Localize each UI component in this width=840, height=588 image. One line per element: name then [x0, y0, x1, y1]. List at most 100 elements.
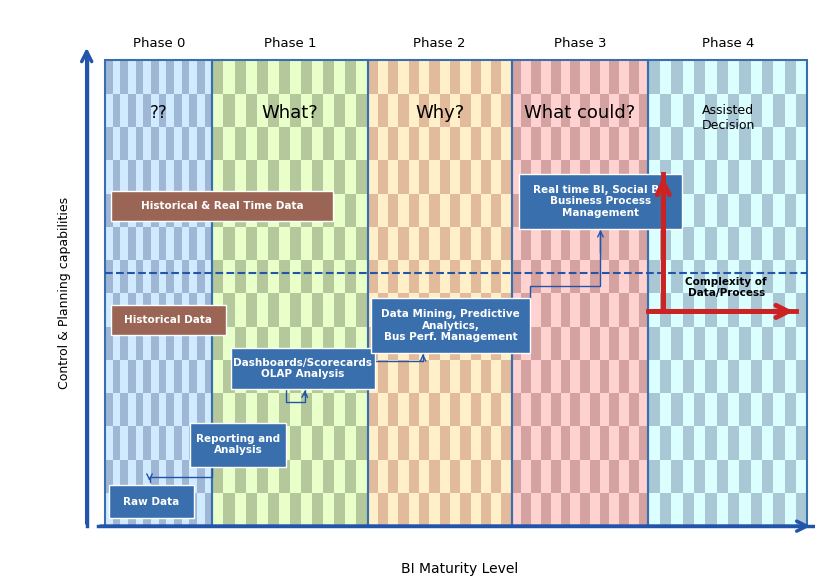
Bar: [671, 127, 683, 161]
Bar: [706, 193, 717, 227]
Bar: [512, 93, 522, 127]
Bar: [706, 61, 717, 93]
Bar: [213, 360, 223, 393]
Bar: [144, 360, 151, 393]
Bar: [181, 127, 189, 161]
Bar: [323, 493, 334, 526]
Bar: [609, 493, 619, 526]
Bar: [551, 227, 560, 260]
Bar: [762, 227, 774, 260]
Bar: [144, 293, 151, 326]
Bar: [345, 393, 356, 426]
Bar: [629, 460, 638, 493]
Bar: [234, 93, 245, 127]
Bar: [174, 61, 181, 93]
Bar: [409, 393, 419, 426]
Bar: [522, 393, 531, 426]
Bar: [531, 293, 541, 326]
Bar: [257, 93, 268, 127]
Bar: [439, 227, 450, 260]
Bar: [356, 360, 368, 393]
Bar: [570, 460, 580, 493]
Bar: [345, 360, 356, 393]
Text: Historical Data: Historical Data: [124, 315, 213, 325]
Bar: [181, 393, 189, 426]
Bar: [590, 161, 600, 193]
Bar: [728, 393, 739, 426]
Bar: [290, 426, 301, 460]
Bar: [796, 326, 807, 360]
Bar: [205, 227, 213, 260]
Bar: [151, 93, 159, 127]
Bar: [105, 61, 213, 526]
Bar: [129, 360, 136, 393]
Bar: [785, 360, 796, 393]
Bar: [796, 61, 807, 93]
Bar: [439, 260, 450, 293]
Bar: [159, 360, 166, 393]
Bar: [166, 193, 174, 227]
Bar: [356, 127, 368, 161]
Bar: [638, 193, 648, 227]
Bar: [774, 493, 785, 526]
Bar: [470, 193, 480, 227]
Text: ??: ??: [150, 105, 168, 122]
Bar: [638, 93, 648, 127]
Bar: [522, 293, 531, 326]
Bar: [648, 360, 660, 393]
Bar: [706, 260, 717, 293]
Bar: [480, 460, 491, 493]
Bar: [129, 193, 136, 227]
Bar: [751, 460, 762, 493]
Bar: [151, 460, 159, 493]
Bar: [223, 360, 234, 393]
Bar: [774, 161, 785, 193]
Bar: [728, 326, 739, 360]
Bar: [580, 493, 590, 526]
Bar: [205, 360, 213, 393]
Bar: [174, 493, 181, 526]
Bar: [629, 426, 638, 460]
Bar: [113, 326, 120, 360]
Bar: [694, 161, 706, 193]
Bar: [129, 127, 136, 161]
Bar: [619, 193, 629, 227]
Bar: [739, 227, 751, 260]
Bar: [334, 293, 345, 326]
Text: Phase 4: Phase 4: [701, 37, 754, 50]
Bar: [785, 93, 796, 127]
Bar: [648, 293, 660, 326]
Bar: [257, 61, 268, 93]
Bar: [159, 227, 166, 260]
Bar: [334, 426, 345, 460]
Bar: [660, 193, 671, 227]
Bar: [301, 161, 312, 193]
Bar: [739, 460, 751, 493]
Bar: [660, 61, 671, 93]
Bar: [512, 393, 522, 426]
Bar: [120, 127, 129, 161]
Bar: [378, 260, 388, 293]
Bar: [570, 127, 580, 161]
Bar: [460, 127, 470, 161]
Bar: [398, 93, 409, 127]
Bar: [785, 326, 796, 360]
Bar: [398, 260, 409, 293]
Bar: [531, 161, 541, 193]
Bar: [205, 161, 213, 193]
Bar: [129, 61, 136, 93]
Bar: [671, 193, 683, 227]
Bar: [694, 326, 706, 360]
Text: Assisted
Decision: Assisted Decision: [701, 105, 754, 132]
Bar: [580, 326, 590, 360]
Bar: [368, 460, 378, 493]
Bar: [368, 227, 378, 260]
Bar: [120, 227, 129, 260]
Bar: [762, 360, 774, 393]
Bar: [762, 61, 774, 93]
Bar: [460, 260, 470, 293]
Bar: [166, 161, 174, 193]
Bar: [694, 493, 706, 526]
Bar: [501, 61, 512, 93]
Bar: [129, 393, 136, 426]
